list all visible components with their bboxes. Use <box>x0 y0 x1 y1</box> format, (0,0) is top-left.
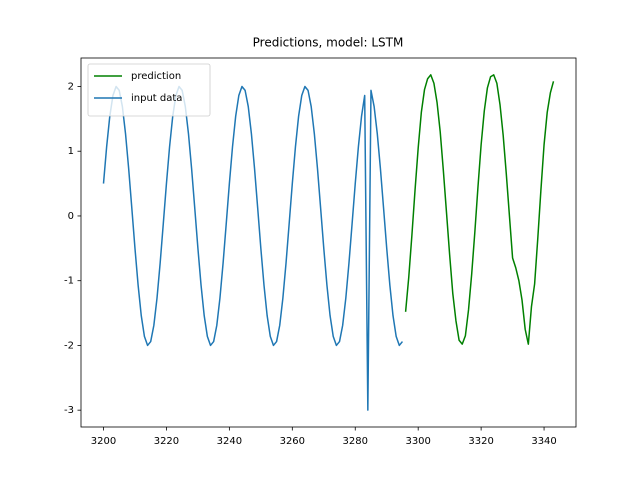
x-tick-label: 3300 <box>405 436 430 447</box>
chart-title: Predictions, model: LSTM <box>253 36 404 50</box>
y-tick-label: -2 <box>64 340 74 351</box>
x-tick-label: 3280 <box>343 436 368 447</box>
x-tick-label: 3260 <box>280 436 305 447</box>
y-tick-label: 0 <box>68 211 74 222</box>
legend-box <box>87 63 211 117</box>
y-tick-label: -3 <box>64 405 74 416</box>
data-line <box>404 74 555 345</box>
y-tick-label: 2 <box>68 81 74 92</box>
legend-label: input data <box>131 93 182 104</box>
y-tick-label: 1 <box>68 146 74 157</box>
x-tick-label: 3240 <box>217 436 242 447</box>
y-tick-label: -1 <box>64 276 74 287</box>
x-tick-label: 3220 <box>154 436 179 447</box>
data-line <box>102 85 404 411</box>
x-tick-label: 3340 <box>531 436 556 447</box>
axes-frame <box>80 57 577 428</box>
x-tick-label: 3320 <box>468 436 493 447</box>
legend-label: prediction <box>131 71 181 82</box>
x-tick-label: 3200 <box>91 436 116 447</box>
